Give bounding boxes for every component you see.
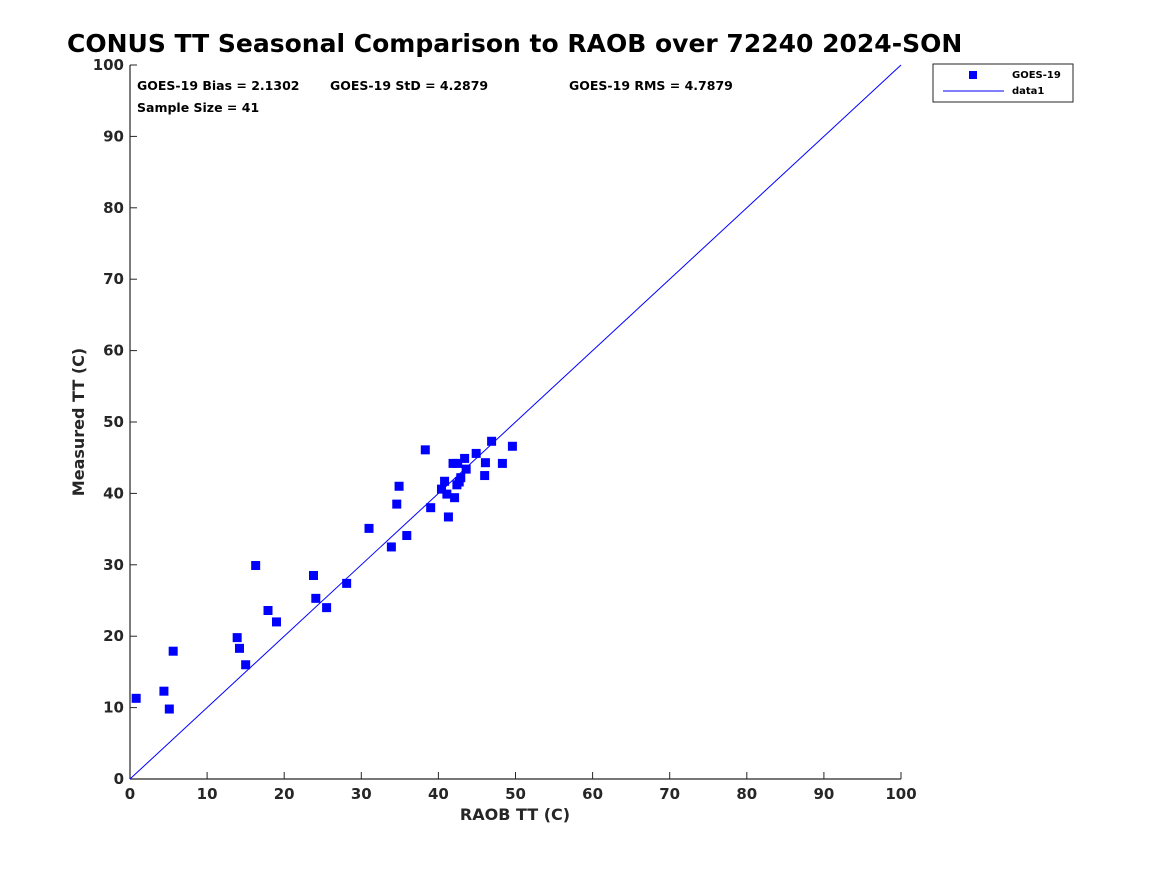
- x-tick-label-20: 20: [274, 785, 295, 803]
- y-tick-label-30: 30: [103, 556, 124, 574]
- y-tick-label-50: 50: [103, 413, 124, 431]
- series-line-data1: [129, 64, 902, 780]
- x-ticks: 0 10 20 30 40 50 60 70 80 90 100: [125, 772, 917, 803]
- y-tick-label-70: 70: [103, 270, 124, 288]
- x-tick-label-10: 10: [197, 785, 218, 803]
- data-point-34: [471, 448, 481, 458]
- y-ticks: 0 10 20 30 40 50 60 70 80 90 100: [93, 56, 137, 788]
- y-tick-label-0: 0: [114, 770, 124, 788]
- sample-size-annotation: Sample Size = 41: [137, 100, 259, 115]
- data-point-10: [271, 617, 281, 627]
- rms-annotation: GOES-19 RMS = 4.7879: [569, 78, 733, 93]
- data-point-23: [440, 476, 450, 486]
- std-annotation: GOES-19 StD = 4.2879: [330, 78, 488, 93]
- y-axis-label: Measured TT (C): [69, 348, 88, 496]
- data-point-15: [364, 523, 374, 533]
- x-tick-label-90: 90: [813, 785, 834, 803]
- data-point-29: [453, 458, 463, 468]
- x-tick-label-100: 100: [885, 785, 916, 803]
- data-point-24: [442, 489, 452, 499]
- x-tick-label-30: 30: [351, 785, 372, 803]
- data-point-31: [456, 473, 466, 483]
- bias-annotation: GOES-19 Bias = 2.1302: [137, 78, 299, 93]
- series-layer: [129, 64, 902, 780]
- data-point-14: [342, 578, 352, 588]
- data-point-12: [311, 593, 321, 603]
- y-tick-label-40: 40: [103, 484, 124, 502]
- data-point-27: [450, 493, 460, 503]
- legend: GOES-19 data1: [932, 63, 1074, 103]
- data-point-36: [480, 458, 490, 468]
- data-point-7: [241, 660, 251, 670]
- legend-label-goes19: GOES-19: [1012, 70, 1061, 81]
- data-point-17: [392, 499, 402, 509]
- x-tick-label-70: 70: [659, 785, 680, 803]
- x-axis-label: RAOB TT (C): [460, 805, 570, 824]
- data-point-3: [164, 704, 174, 714]
- legend-marker-goes19: [969, 71, 977, 79]
- legend-box: [932, 63, 1074, 103]
- x-tick-label-60: 60: [582, 785, 603, 803]
- data-point-5: [232, 633, 242, 643]
- x-tick-label-0: 0: [125, 785, 135, 803]
- data-point-35: [480, 471, 490, 481]
- x-tick-label-80: 80: [736, 785, 757, 803]
- data-point-20: [420, 445, 430, 455]
- y-tick-label-60: 60: [103, 342, 124, 360]
- y-tick-label-80: 80: [103, 199, 124, 217]
- x-tick-label-40: 40: [428, 785, 449, 803]
- data-point-9: [263, 605, 273, 615]
- y-tick-label-10: 10: [103, 699, 124, 717]
- data-point-26: [448, 458, 458, 468]
- data-point-38: [497, 458, 507, 468]
- data-point-1: [131, 693, 141, 703]
- x-tick-label-50: 50: [505, 785, 526, 803]
- data-point-16: [386, 542, 396, 552]
- data-point-18: [394, 481, 404, 491]
- data-point-8: [251, 561, 261, 571]
- legend-label-data1: data1: [1012, 86, 1044, 97]
- chart-title: CONUS TT Seasonal Comparison to RAOB ove…: [67, 29, 962, 58]
- data-point-25: [443, 512, 453, 522]
- data-point-37: [487, 436, 497, 446]
- data-point-2: [159, 686, 169, 696]
- data-point-39: [507, 441, 517, 451]
- data-point-13: [322, 603, 332, 613]
- y-tick-label-20: 20: [103, 627, 124, 645]
- data-point-6: [234, 643, 244, 653]
- data-point-11: [308, 571, 318, 581]
- data-point-32: [460, 453, 470, 463]
- y-tick-label-90: 90: [103, 127, 124, 145]
- data-point-33: [461, 464, 471, 474]
- data-point-22: [436, 484, 446, 494]
- data-point-21: [426, 503, 436, 513]
- plot-area: 0 10 20 30 40 50 60 70 80 90 100 0 10 20 30 40 50 60 70 80…: [93, 56, 917, 803]
- data-point-4: [168, 646, 178, 656]
- y-tick-label-100: 100: [93, 56, 124, 74]
- data-point-19: [402, 531, 412, 541]
